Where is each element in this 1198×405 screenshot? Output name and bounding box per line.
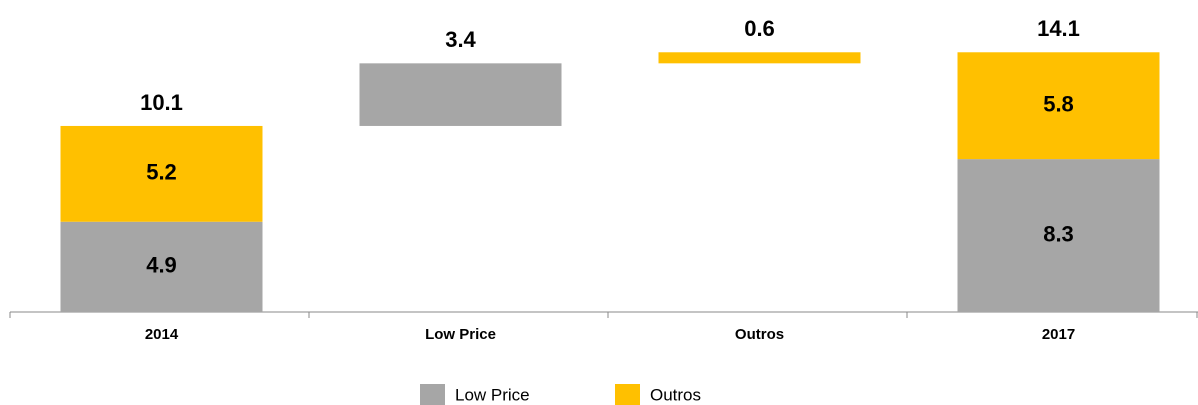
value-label: 8.3 bbox=[1043, 221, 1074, 246]
value-label: 5.8 bbox=[1043, 92, 1074, 117]
bar-segment bbox=[957, 159, 1160, 312]
total-label: 14.1 bbox=[1037, 16, 1080, 41]
x-tick-label: 2014 bbox=[145, 326, 179, 343]
value-label: 3.4 bbox=[445, 27, 476, 52]
x-tick-label: Outros bbox=[735, 326, 784, 343]
bar-segment bbox=[957, 52, 1160, 160]
legend-swatch bbox=[420, 384, 445, 405]
bar-segment bbox=[60, 125, 263, 222]
x-tick-label: Low Price bbox=[425, 326, 496, 343]
value-label: 4.9 bbox=[146, 253, 177, 278]
x-tick-label: 2017 bbox=[1042, 326, 1075, 343]
legend-label: Outros bbox=[650, 385, 701, 404]
value-label: 0.6 bbox=[744, 16, 775, 41]
bar-segment bbox=[658, 52, 861, 64]
legend-label: Low Price bbox=[455, 385, 530, 404]
total-label: 10.1 bbox=[140, 90, 183, 115]
bar-segment bbox=[359, 63, 562, 126]
bar-segment bbox=[60, 221, 263, 312]
value-label: 5.2 bbox=[146, 160, 177, 185]
legend-swatch bbox=[615, 384, 640, 405]
